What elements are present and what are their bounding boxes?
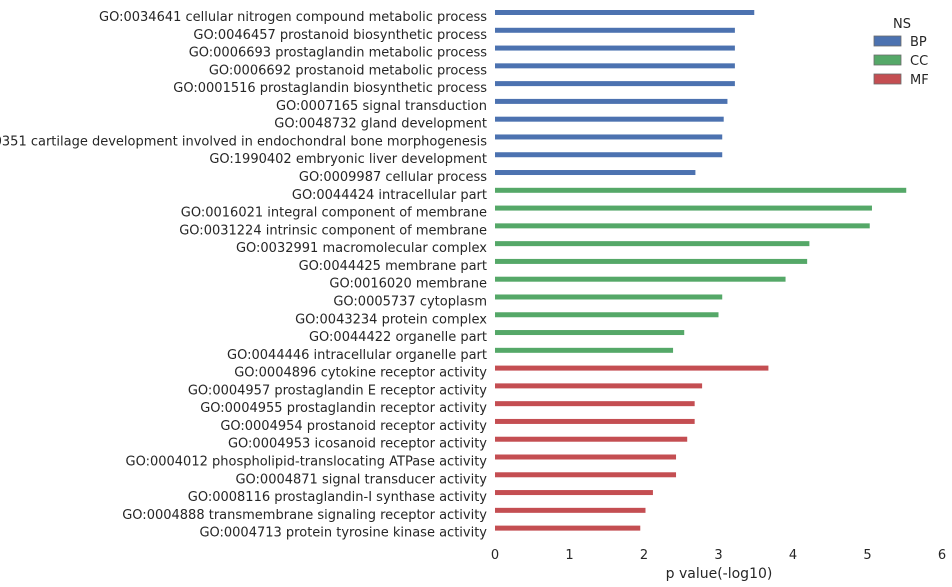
bar-mf — [495, 401, 695, 407]
category-label: GO:0044446 intracellular organelle part — [227, 348, 487, 363]
bar-cc — [495, 347, 674, 353]
x-tick-label: 1 — [565, 548, 573, 563]
bar-cc — [495, 241, 810, 247]
bar-mf — [495, 436, 688, 442]
bar-mf — [495, 383, 703, 389]
category-label: GO:0001516 prostaglandin biosynthetic pr… — [173, 81, 487, 96]
category-label: GO:0004955 prostaglandin receptor activi… — [200, 401, 487, 416]
bar-bp — [495, 98, 728, 104]
legend-swatch-mf — [873, 73, 902, 85]
bar-mf — [495, 418, 695, 424]
category-label: GO:0004896 cytokine receptor activity — [234, 366, 487, 381]
bar-bp — [495, 170, 696, 176]
x-tick-label: 4 — [789, 548, 797, 563]
category-label: GO:0031224 intrinsic component of membra… — [179, 223, 487, 238]
x-axis-title: p value(-log10) — [666, 566, 773, 582]
x-tick-label: 0 — [491, 548, 499, 563]
bar-cc — [495, 276, 786, 282]
bar-cc — [495, 205, 872, 211]
bar-bp — [495, 81, 735, 87]
category-label: GO:0044422 organelle part — [309, 330, 487, 345]
category-label: GO:0004954 prostanoid receptor activity — [220, 419, 487, 434]
bar-mf — [495, 525, 641, 531]
x-tick-label: 2 — [640, 548, 648, 563]
x-axis: 0 1 2 3 4 5 6 — [491, 548, 946, 563]
bar-cc — [495, 223, 870, 229]
category-label: GO:0043234 protein complex — [295, 312, 487, 327]
category-label: GO:0006692 prostanoid metabolic process — [209, 63, 487, 78]
category-label: GO:0006693 prostaglandin metabolic proce… — [189, 46, 488, 61]
category-label: GO:0016021 integral component of membran… — [181, 206, 487, 221]
bars-layer — [495, 10, 907, 531]
bar-cc — [495, 294, 723, 300]
legend-label-bp: BP — [910, 35, 927, 50]
bar-mf — [495, 454, 677, 460]
bar-mf — [495, 490, 653, 496]
category-label: GO:0004012 phospholipid-translocating AT… — [126, 455, 488, 470]
category-label: GO:0060351 cartilage development involve… — [0, 134, 487, 149]
category-label: GO:0007165 signal transduction — [276, 99, 487, 114]
category-label: GO:0044425 membrane part — [299, 259, 487, 274]
category-label: GO:0044424 intracellular part — [292, 188, 487, 203]
x-tick-label: 5 — [863, 548, 871, 563]
category-label: GO:1990402 embryonic liver development — [209, 152, 487, 167]
category-label: GO:0004953 icosanoid receptor activity — [228, 437, 487, 452]
category-label: GO:0046457 prostanoid biosynthetic proce… — [193, 28, 487, 43]
category-labels: GO:0034641 cellular nitrogen compound me… — [0, 10, 487, 541]
category-label: GO:0004957 prostaglandin E receptor acti… — [188, 383, 487, 398]
bar-bp — [495, 116, 724, 122]
legend-label-cc: CC — [910, 54, 928, 69]
legend: NS BP CC MF — [873, 17, 929, 88]
legend-swatch-bp — [873, 35, 902, 47]
x-tick-label: 3 — [714, 548, 722, 563]
category-label: GO:0005737 cytoplasm — [333, 294, 487, 309]
legend-label-mf: MF — [910, 73, 929, 88]
category-label: GO:0016020 membrane — [329, 277, 487, 292]
bar-mf — [495, 507, 646, 513]
bar-cc — [495, 258, 808, 264]
category-label: GO:0008116 prostaglandin-I synthase acti… — [188, 490, 488, 505]
bar-mf — [495, 472, 677, 478]
category-label: GO:0004713 protein tyrosine kinase activ… — [199, 526, 487, 541]
legend-swatch-cc — [873, 54, 902, 66]
category-label: GO:0032991 macromolecular complex — [236, 241, 487, 256]
bar-bp — [495, 45, 735, 51]
x-tick-label: 6 — [938, 548, 946, 563]
bar-bp — [495, 10, 755, 15]
bar-bp — [495, 134, 723, 140]
category-label: GO:0004888 transmembrane signaling recep… — [122, 508, 487, 523]
category-label: GO:0004871 signal transducer activity — [235, 472, 487, 487]
bar-cc — [495, 312, 719, 318]
bar-bp — [495, 152, 723, 158]
bar-cc — [495, 187, 907, 193]
legend-title: NS — [893, 17, 911, 32]
category-label: GO:0034641 cellular nitrogen compound me… — [99, 10, 487, 25]
category-label: GO:0009987 cellular process — [299, 170, 487, 185]
bar-bp — [495, 63, 735, 69]
bar-mf — [495, 365, 769, 371]
category-label: GO:0048732 gland development — [274, 117, 487, 132]
bar-cc — [495, 330, 685, 336]
bar-bp — [495, 27, 735, 33]
